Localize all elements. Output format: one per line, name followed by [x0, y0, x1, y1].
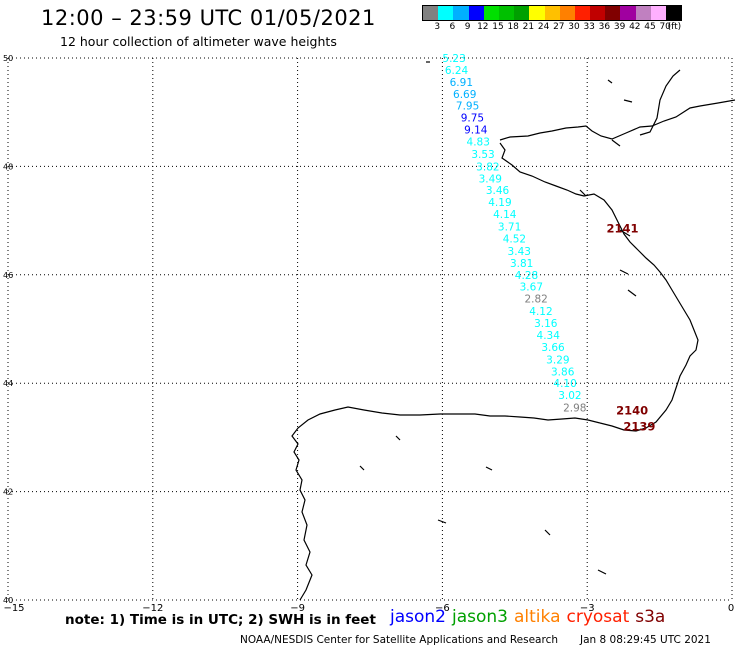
- scale-label: 36: [598, 22, 611, 32]
- swh-value: 3.46: [486, 185, 510, 197]
- axis-tick-labels: −15 −12 −9 −6 −3 0 50 48 46 44 42 40: [3, 54, 734, 614]
- orbit-number-labels: 2141 2140 2139: [607, 222, 656, 434]
- swh-value: 6.24: [445, 65, 469, 77]
- legend-cryosat: cryosat: [566, 607, 630, 627]
- wave-height-labels: 5.236.246.916.697.959.759.144.833.533.82…: [442, 53, 586, 415]
- scale-swatch: [468, 6, 484, 20]
- scale-label: (ft): [667, 22, 682, 32]
- swh-value: 3.71: [498, 222, 521, 234]
- x-tick-label: −12: [142, 603, 163, 614]
- scale-label: 27: [553, 22, 565, 32]
- x-tick-label: −6: [435, 603, 450, 614]
- legend-s3a: s3a: [635, 607, 666, 627]
- swh-value: 3.82: [476, 161, 499, 173]
- map-grid: [7, 57, 733, 601]
- scale-label: 9: [464, 22, 471, 32]
- scale-swatch: [423, 6, 439, 20]
- swh-value: 3.16: [534, 318, 558, 330]
- swh-value: 3.43: [508, 246, 531, 258]
- swh-value: 3.29: [546, 354, 569, 366]
- orbit-number: 2139: [623, 420, 655, 434]
- scale-label: 30: [568, 22, 580, 32]
- orbit-number: 2140: [616, 403, 648, 417]
- swh-value: 4.83: [467, 136, 490, 148]
- swh-value: 3.66: [541, 342, 565, 354]
- x-tick-label: −15: [3, 603, 24, 614]
- scale-label: 15: [492, 22, 504, 32]
- scale-swatch: [544, 6, 560, 20]
- x-tick-label: −3: [580, 603, 595, 614]
- swh-value: 2.82: [524, 294, 547, 306]
- y-tick-label: 48: [3, 162, 13, 171]
- scale-label: 12: [477, 22, 489, 32]
- y-tick-label: 40: [3, 596, 13, 605]
- scale-label: 3: [434, 22, 441, 32]
- swh-value: 3.02: [558, 390, 581, 402]
- coastline: [291, 61, 736, 601]
- footnote: note: 1) Time is in UTC; 2) SWH is in fe…: [65, 612, 376, 628]
- scale-swatch: [666, 6, 682, 20]
- swh-value: 6.91: [450, 77, 473, 89]
- scale-swatch: [574, 6, 591, 20]
- scale-swatch: [514, 6, 530, 20]
- swh-value: 4.10: [553, 378, 576, 390]
- scale-label: 6: [449, 22, 456, 32]
- legend-jason2: jason2: [390, 607, 446, 627]
- swh-value: 3.86: [551, 366, 575, 378]
- x-tick-label: 0: [728, 603, 734, 614]
- swh-value: 4.34: [537, 330, 561, 342]
- swh-value: 4.52: [503, 233, 526, 245]
- swh-value: 6.69: [453, 89, 476, 101]
- swh-value: 4.12: [529, 306, 552, 318]
- swh-value: 9.14: [464, 125, 488, 137]
- color-scale-bar: [422, 5, 683, 21]
- page-title: 12:00 – 23:59 UTC 01/05/2021: [41, 6, 376, 30]
- legend-altika: altika: [514, 607, 561, 627]
- x-tick-label: −9: [290, 603, 305, 614]
- swh-value: 3.49: [479, 173, 502, 185]
- swh-value: 3.67: [520, 282, 543, 294]
- scale-swatch: [590, 6, 606, 20]
- scale-label: 39: [613, 22, 626, 32]
- swh-value: 5.23: [442, 53, 465, 65]
- swh-value: 7.95: [456, 101, 479, 113]
- scale-label: 42: [629, 22, 641, 32]
- scale-swatch: [438, 6, 454, 20]
- scale-label: 70: [659, 22, 671, 32]
- scale-label: 24: [537, 22, 550, 32]
- credit-line: NOAA/NESDIS Center for Satellite Applica…: [240, 634, 558, 646]
- legend-jason3: jason3: [452, 607, 508, 627]
- scale-label: 45: [644, 22, 656, 32]
- scale-label: 21: [522, 22, 535, 32]
- y-tick-label: 44: [3, 379, 13, 388]
- swh-value: 2.98: [563, 403, 586, 415]
- y-tick-label: 42: [3, 488, 13, 497]
- swh-value: 3.81: [510, 258, 533, 270]
- scale-swatch: [483, 6, 499, 20]
- swh-value: 4.28: [515, 270, 538, 282]
- swh-value: 9.75: [461, 113, 484, 125]
- scale-swatch: [635, 6, 651, 20]
- scale-swatch: [498, 6, 515, 20]
- scale-swatch: [605, 6, 621, 20]
- swh-value: 4.19: [488, 197, 511, 209]
- scale-label: 18: [507, 22, 519, 32]
- swh-value: 3.53: [471, 149, 494, 161]
- satellite-legend: jason2 jason3 altika cryosat s3a: [390, 607, 671, 627]
- scale-swatch: [650, 6, 666, 20]
- credit-timestamp: Jan 8 08:29:45 UTC 2021: [580, 634, 711, 646]
- y-tick-label: 46: [3, 271, 13, 280]
- scale-swatch: [529, 6, 545, 20]
- page-subtitle: 12 hour collection of altimeter wave hei…: [60, 34, 337, 49]
- scale-swatch: [559, 6, 575, 20]
- scale-label: 33: [583, 22, 595, 32]
- orbit-number: 2141: [607, 222, 639, 236]
- scale-swatch: [620, 6, 636, 20]
- swh-value: 4.14: [493, 209, 517, 221]
- y-tick-label: 50: [3, 54, 13, 63]
- scale-swatch: [453, 6, 469, 20]
